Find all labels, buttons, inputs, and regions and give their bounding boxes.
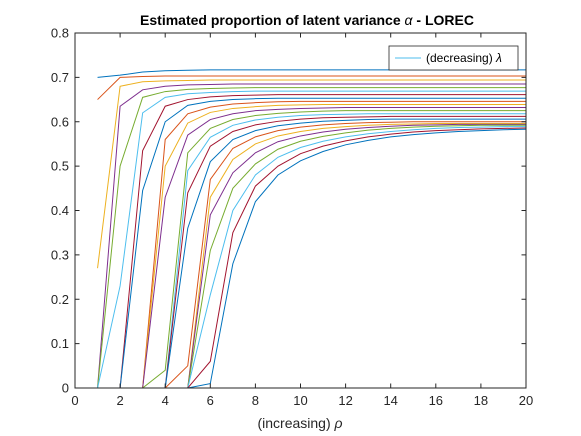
series-line-8 [97,97,526,389]
series-line-15 [97,118,526,389]
x-tick-label: 10 [293,393,307,408]
y-tick-label: 0.3 [51,247,69,262]
y-tick-label: 0.2 [51,292,69,307]
x-tick-label: 8 [252,393,259,408]
legend-label-text: (decreasing) [426,51,493,65]
series-line-12 [97,110,526,389]
x-axis-title-text: (increasing) [257,415,330,431]
legend-label: (decreasing) λ [426,51,502,65]
y-tick-label: 0.1 [51,336,69,351]
plot-area [75,33,526,388]
y-tick-label: 0.6 [51,114,69,129]
y-tick-label: 0.4 [51,203,69,218]
y-axis: 0 0.1 0.2 0.3 0.4 0.5 0.6 0.7 0.8 [51,26,526,396]
x-tick-label: 14 [383,393,397,408]
series-line-11 [97,107,526,389]
x-axis: 0 2 4 6 8 10 12 14 16 18 20 [71,33,533,408]
chart-title: Estimated proportion of latent variance … [140,12,474,28]
x-axis-title-symbol: ρ [334,415,343,431]
x-tick-label: 20 [519,393,533,408]
series-line-3 [97,79,526,269]
y-tick-label: 0.7 [51,70,69,85]
x-tick-label: 18 [474,393,488,408]
x-tick-label: 2 [116,393,123,408]
y-tick-label: 0.5 [51,159,69,174]
series-line-7 [97,94,526,389]
series-line-14 [97,115,526,389]
x-tick-label: 12 [338,393,352,408]
chart-title-symbol: α [405,12,414,28]
x-tick-label: 16 [429,393,443,408]
series-line-4 [97,83,526,389]
series-line-5 [97,87,526,389]
y-tick-label: 0 [62,381,69,396]
legend-label-symbol: λ [495,51,502,65]
legend-box [388,45,519,71]
x-tick-label: 4 [162,393,169,408]
x-axis-title: (increasing) ρ [257,415,342,431]
series-line-9 [97,100,526,389]
series-line-2 [97,75,526,100]
legend: (decreasing) λ [388,45,519,71]
chart-title-text: Estimated proportion of latent variance [140,12,401,28]
series-line-16 [97,121,526,389]
x-tick-label: 6 [207,393,214,408]
y-tick-label: 0.8 [51,26,69,41]
series-line-10 [97,103,526,389]
chart-title-suffix: - LOREC [413,12,474,28]
series-line-6 [97,90,526,389]
x-tick-label: 0 [71,393,78,408]
